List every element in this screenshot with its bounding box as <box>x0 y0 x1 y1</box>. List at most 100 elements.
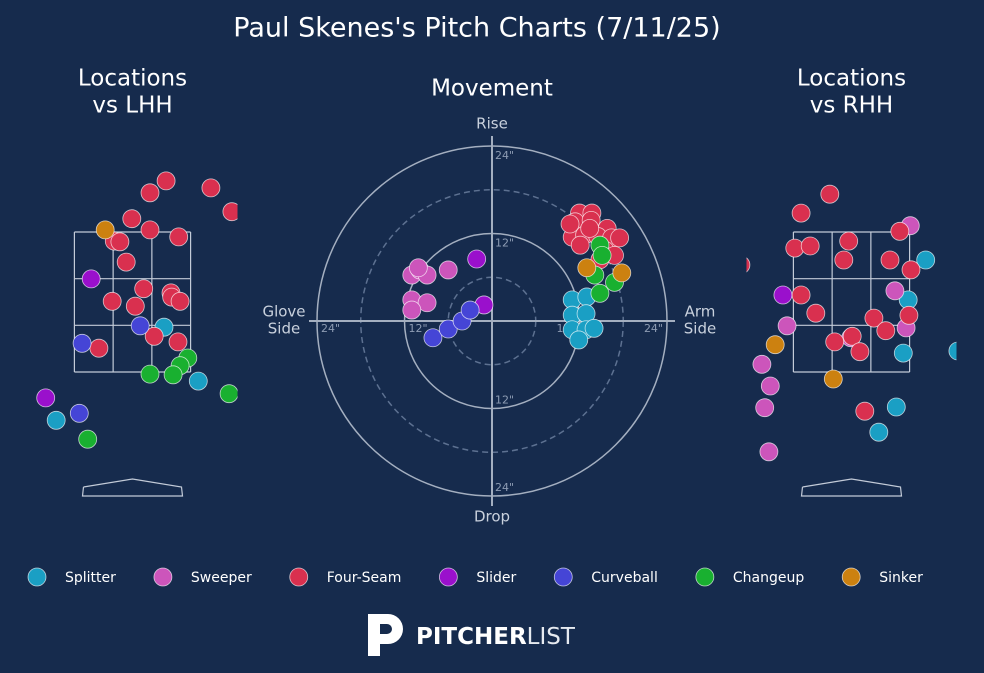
pitch-point <box>89 338 109 358</box>
legend-swatch <box>841 567 861 587</box>
pitch-point <box>800 236 820 256</box>
pitch-point <box>612 263 632 283</box>
pitch-point <box>855 401 875 421</box>
pitch-point <box>773 285 793 305</box>
pitch-point <box>755 398 775 418</box>
legend-label: Splitter <box>65 570 116 586</box>
pitch-point <box>78 429 98 449</box>
pitch-point <box>140 364 160 384</box>
pitch-point <box>876 321 896 341</box>
pitch-point <box>592 245 612 265</box>
home-plate <box>81 478 184 497</box>
pitch-point <box>201 178 221 198</box>
legend-swatch <box>695 567 715 587</box>
pitch-point <box>72 333 92 353</box>
brand-logo: PITCHERLIST <box>368 614 576 656</box>
pitch-point <box>467 249 487 269</box>
brand-name: PITCHERLIST <box>416 624 576 650</box>
pitch-point <box>95 220 115 240</box>
pitch-point <box>893 343 913 363</box>
pitch-points <box>36 171 238 449</box>
pitch-point <box>163 365 183 385</box>
axis-label: Side <box>268 320 300 338</box>
axis-label: Glove <box>262 303 305 321</box>
pitch-point <box>438 260 458 280</box>
pitch-point <box>69 403 89 423</box>
pitch-point <box>590 283 610 303</box>
pitch-point <box>170 291 190 311</box>
pitch-point <box>746 257 751 273</box>
pitch-point <box>834 250 854 270</box>
pitch-point <box>169 227 189 247</box>
pitch-point <box>948 341 957 361</box>
pitch-point <box>188 371 208 391</box>
pitch-point <box>825 332 845 352</box>
pitch-point <box>156 171 176 191</box>
pitch-point <box>842 326 862 346</box>
pitch-point <box>570 235 590 255</box>
chart-title: Paul Skenes's Pitch Charts (7/11/25) <box>233 13 720 44</box>
panel-title: vs RHH <box>810 93 893 119</box>
axis-label: Drop <box>474 508 510 526</box>
pitch-point <box>864 308 884 328</box>
pitch-point <box>219 384 238 404</box>
legend-swatch <box>438 567 458 587</box>
pitch-point <box>116 252 136 272</box>
brand-light: LIST <box>527 624 576 650</box>
pitch-point <box>125 296 145 316</box>
pitch-point <box>839 231 859 251</box>
pitch-point <box>880 250 900 270</box>
pitch-point <box>584 318 604 338</box>
pitch-point <box>777 316 797 336</box>
pitch-point <box>916 250 936 270</box>
pitch-point <box>408 258 428 278</box>
pitch-point <box>752 354 772 374</box>
legend-swatch <box>553 567 573 587</box>
legend-label: Sweeper <box>191 570 252 586</box>
legend-swatch <box>27 567 47 587</box>
pitch-point <box>460 300 480 320</box>
ring-label: 24" <box>495 481 514 494</box>
ring-label: 12" <box>409 322 428 335</box>
legend-label: Curveball <box>591 570 658 586</box>
pitch-point <box>134 279 154 299</box>
pitch-point <box>899 305 919 325</box>
ring-label: 24" <box>644 322 663 335</box>
panel-title: Locations <box>797 66 906 92</box>
pitch-point <box>759 442 779 462</box>
ring-label: 24" <box>321 322 340 335</box>
pitch-point <box>81 269 101 289</box>
pitch-point <box>885 281 905 301</box>
pitch-point <box>886 397 906 417</box>
pitch-point <box>850 342 870 362</box>
pitch-point <box>560 214 580 234</box>
pitch-point <box>806 303 826 323</box>
pitch-point <box>901 260 921 280</box>
brand-bold: PITCHER <box>416 624 527 650</box>
pitch-point <box>130 316 150 336</box>
panel-title: vs LHH <box>92 93 172 119</box>
pitch-point <box>791 203 811 223</box>
pitch-points <box>746 184 957 462</box>
ring-label: 12" <box>495 237 514 250</box>
pitch-point <box>610 228 630 248</box>
pitch-point <box>820 184 840 204</box>
pitch-point <box>890 221 910 241</box>
pitch-point <box>110 232 130 252</box>
pitch-point <box>402 300 422 320</box>
legend-swatch <box>289 567 309 587</box>
panel-title: Locations <box>78 66 187 92</box>
pitch-point <box>140 220 160 240</box>
pitch-point <box>791 285 811 305</box>
pitch-point <box>222 202 238 222</box>
legend-label: Four-Seam <box>327 570 402 586</box>
home-plate <box>800 478 903 497</box>
pitch-point <box>140 183 160 203</box>
pitch-point <box>102 291 122 311</box>
pitch-point <box>569 330 589 350</box>
legend-swatch <box>153 567 173 587</box>
pitch-point <box>580 218 600 238</box>
logo-icon <box>368 614 403 656</box>
pitch-point <box>36 388 56 408</box>
